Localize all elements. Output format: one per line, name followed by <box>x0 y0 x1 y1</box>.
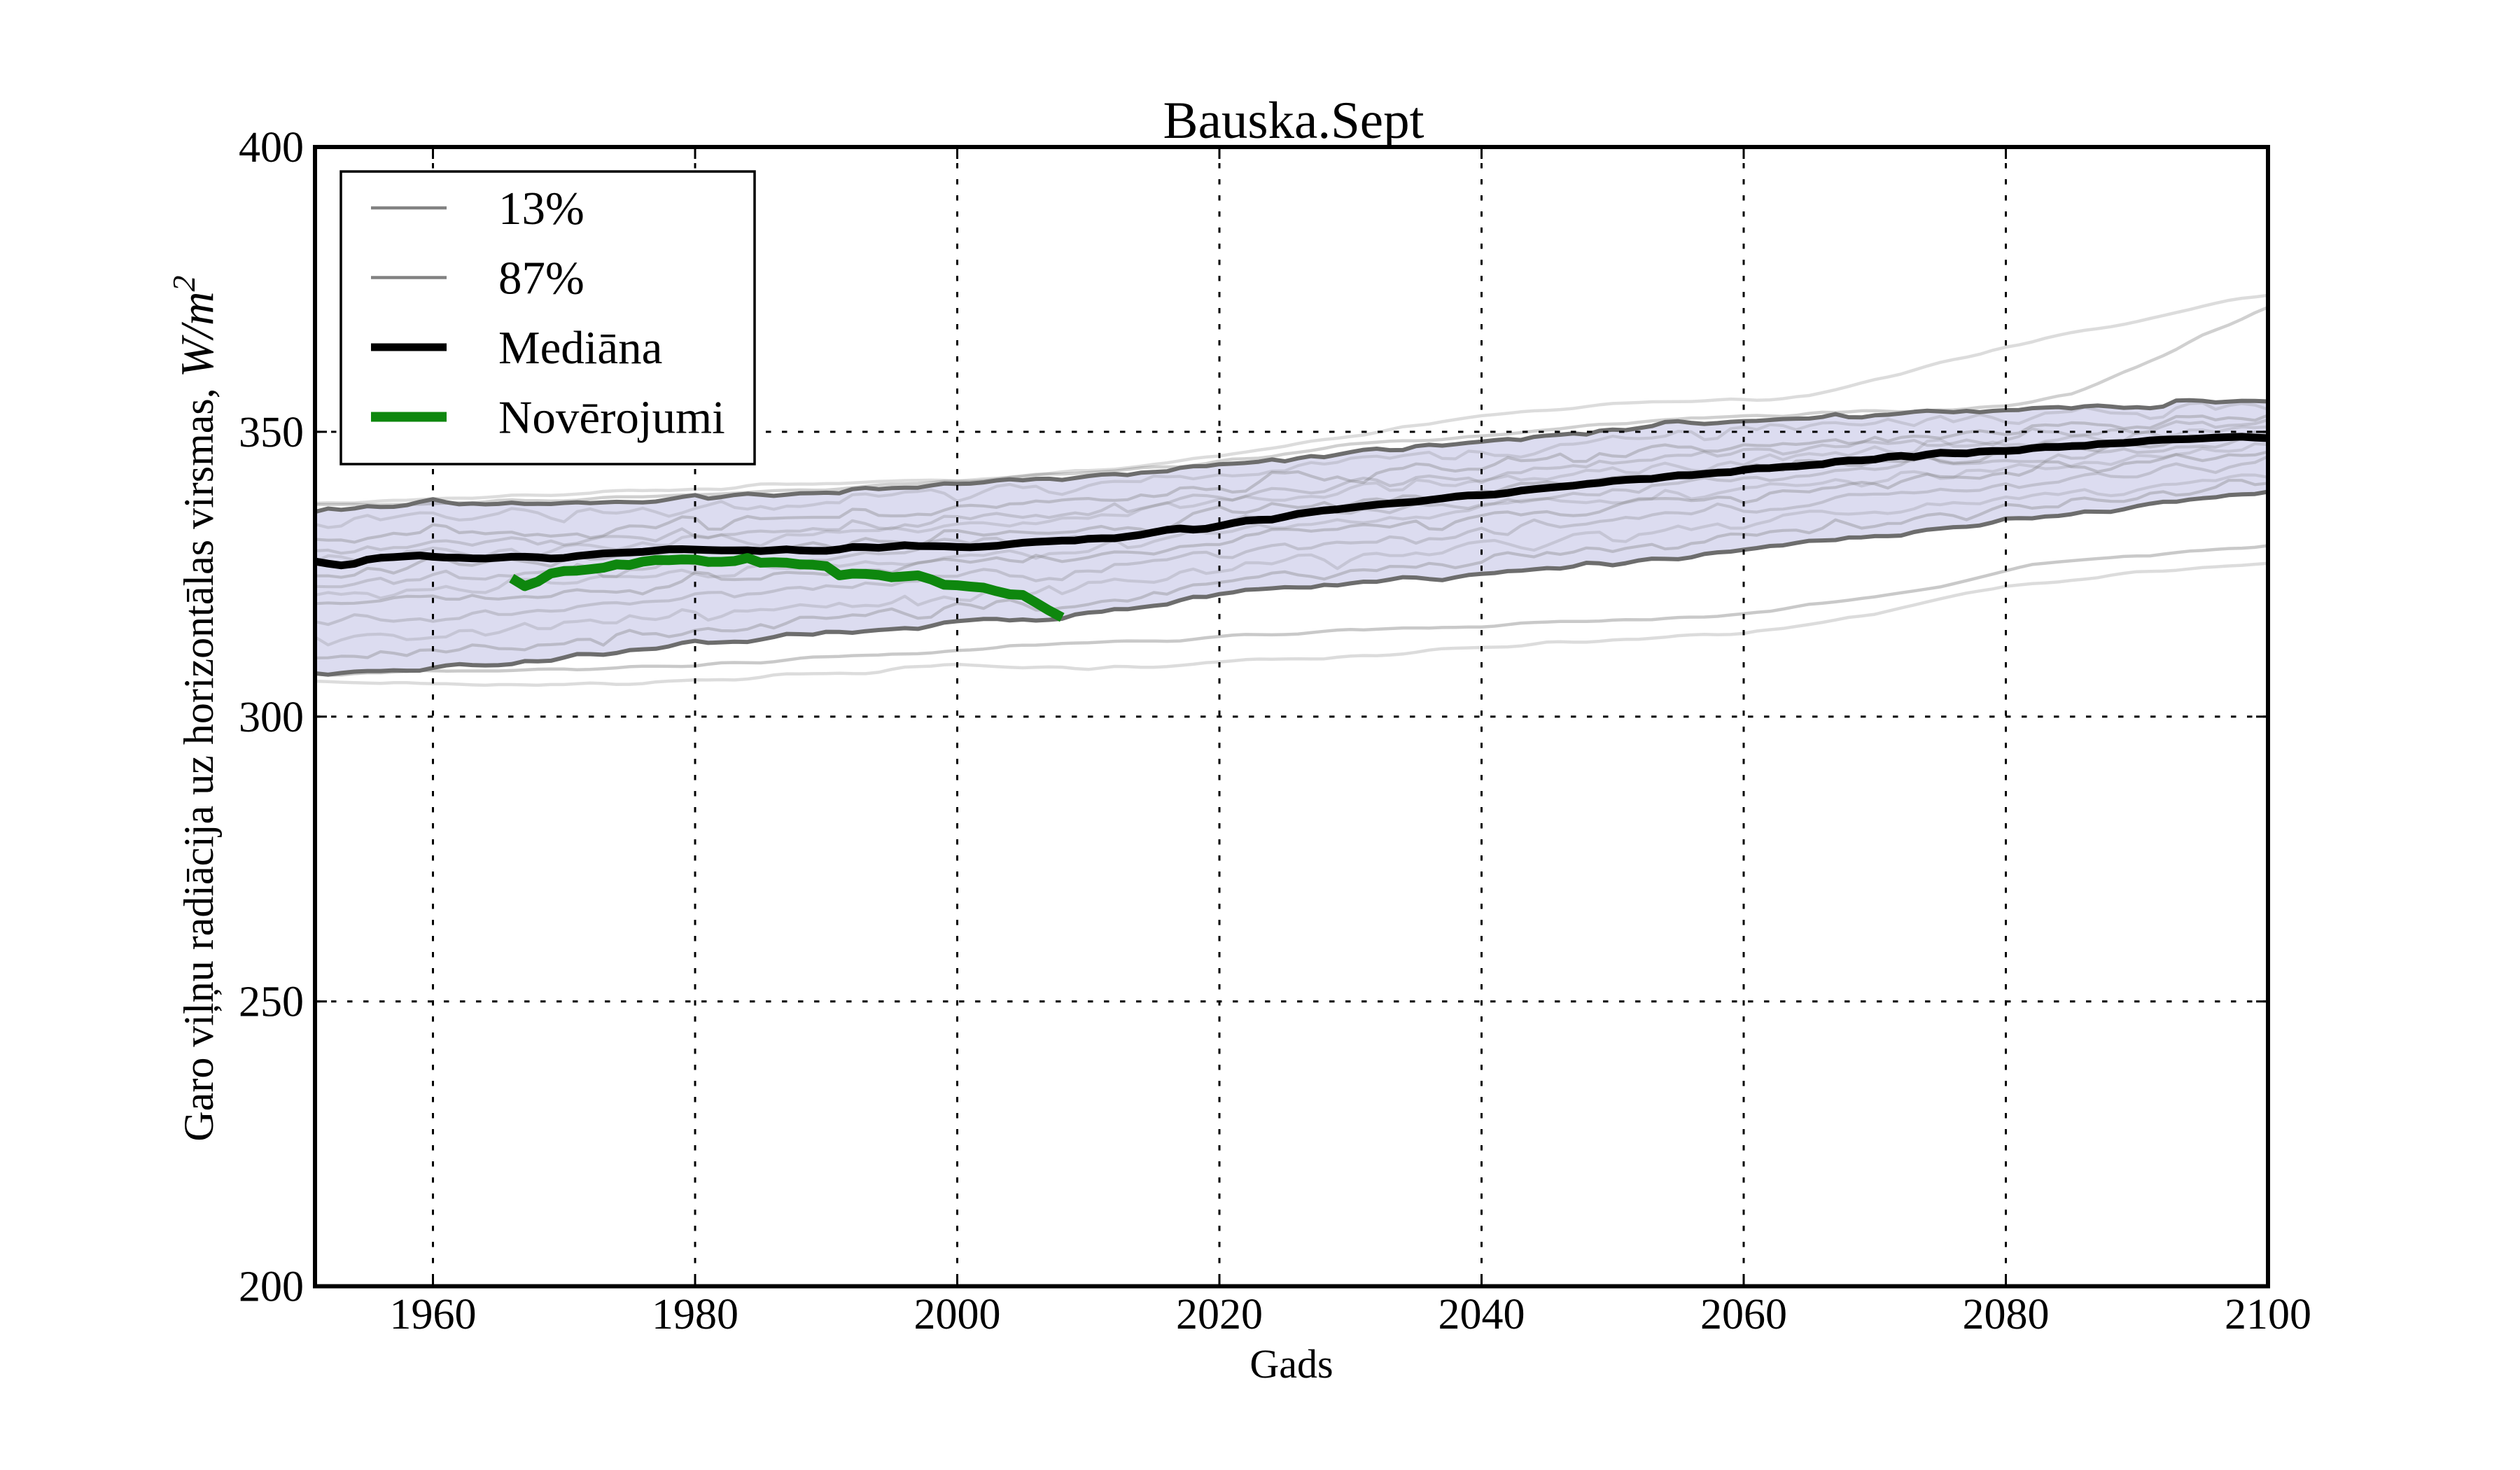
svg-text:2020: 2020 <box>1176 1291 1263 1338</box>
svg-text:2000: 2000 <box>914 1291 1001 1338</box>
svg-text:200: 200 <box>239 1264 304 1311</box>
svg-text:2100: 2100 <box>2225 1291 2311 1338</box>
svg-text:2040: 2040 <box>1438 1291 1525 1338</box>
svg-text:400: 400 <box>239 124 304 172</box>
svg-text:Novērojumi: Novērojumi <box>498 392 725 444</box>
svg-text:250: 250 <box>239 979 304 1026</box>
svg-text:13%: 13% <box>498 183 584 234</box>
svg-text:Bauska.Sept: Bauska.Sept <box>1163 92 1424 150</box>
svg-text:2080: 2080 <box>1963 1291 2050 1338</box>
svg-text:300: 300 <box>239 694 304 741</box>
svg-text:1980: 1980 <box>652 1291 738 1338</box>
svg-text:Gads: Gads <box>1250 1341 1333 1387</box>
svg-text:Mediāna: Mediāna <box>498 322 662 374</box>
svg-text:Garo viļņu radiācija uz horizo: Garo viļņu radiācija uz horizontālas vir… <box>166 275 223 1141</box>
svg-text:2060: 2060 <box>1700 1291 1787 1338</box>
svg-text:350: 350 <box>239 409 304 456</box>
svg-text:87%: 87% <box>498 253 584 304</box>
svg-text:1960: 1960 <box>390 1291 477 1338</box>
